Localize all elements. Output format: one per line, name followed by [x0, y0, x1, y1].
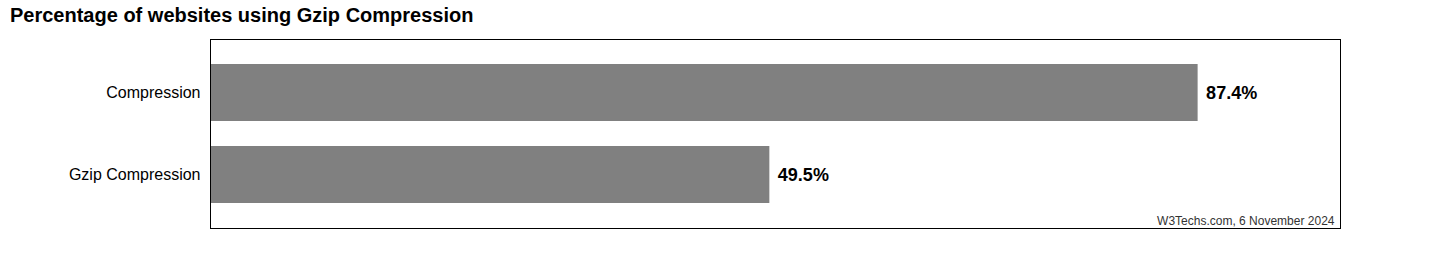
html-text:Percentage of websites using G: Percentage of websites using Gzip Compre…: [10, 4, 474, 26]
svg-text:Compression: Compression: [106, 84, 200, 101]
svg-text:Gzip Compression: Gzip Compression: [69, 166, 201, 183]
svg-text:49.5%: 49.5%: [778, 165, 829, 185]
svg-text:W3Techs.com, 6 November 2024: W3Techs.com, 6 November 2024: [1157, 214, 1335, 228]
svg-text:87.4%: 87.4%: [1206, 83, 1257, 103]
